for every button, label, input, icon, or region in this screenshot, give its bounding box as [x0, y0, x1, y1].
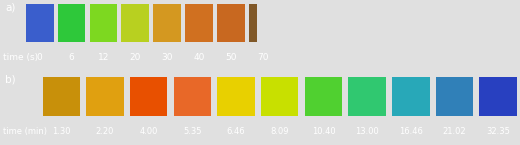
Text: 40: 40 — [193, 53, 205, 62]
Bar — [249, 4, 277, 42]
Bar — [89, 4, 118, 42]
Bar — [217, 4, 245, 42]
Bar — [348, 77, 386, 116]
Bar — [392, 77, 430, 116]
Text: 20: 20 — [129, 53, 141, 62]
Text: 13.00: 13.00 — [355, 127, 379, 136]
Text: 32.35: 32.35 — [486, 127, 510, 136]
Bar — [174, 77, 211, 116]
Bar — [86, 77, 124, 116]
Text: 30: 30 — [162, 53, 173, 62]
Text: time (min): time (min) — [3, 127, 47, 136]
Text: a): a) — [5, 2, 16, 12]
Text: 0: 0 — [37, 53, 43, 62]
Bar — [153, 4, 181, 42]
Text: 1.30: 1.30 — [52, 127, 71, 136]
Text: 4.00: 4.00 — [139, 127, 158, 136]
Bar — [305, 77, 342, 116]
Text: 8.09: 8.09 — [270, 127, 289, 136]
Bar — [43, 77, 80, 116]
Text: 10.40: 10.40 — [311, 127, 335, 136]
Bar — [122, 4, 149, 42]
Text: 70: 70 — [257, 53, 269, 62]
Text: 6.46: 6.46 — [227, 127, 245, 136]
Bar — [217, 77, 255, 116]
Text: 50: 50 — [225, 53, 237, 62]
Text: 5.35: 5.35 — [183, 127, 202, 136]
Bar — [130, 77, 167, 116]
Bar — [185, 4, 213, 42]
Bar — [26, 4, 54, 42]
Text: 21.02: 21.02 — [443, 127, 466, 136]
Text: 16.46: 16.46 — [399, 127, 423, 136]
Bar — [479, 77, 517, 116]
Text: 12: 12 — [98, 53, 109, 62]
Bar — [58, 4, 85, 42]
Text: 2.20: 2.20 — [96, 127, 114, 136]
Bar — [436, 77, 473, 116]
Text: 6: 6 — [69, 53, 74, 62]
Text: b): b) — [5, 75, 16, 85]
Text: time (s): time (s) — [3, 53, 37, 62]
Bar — [261, 77, 298, 116]
